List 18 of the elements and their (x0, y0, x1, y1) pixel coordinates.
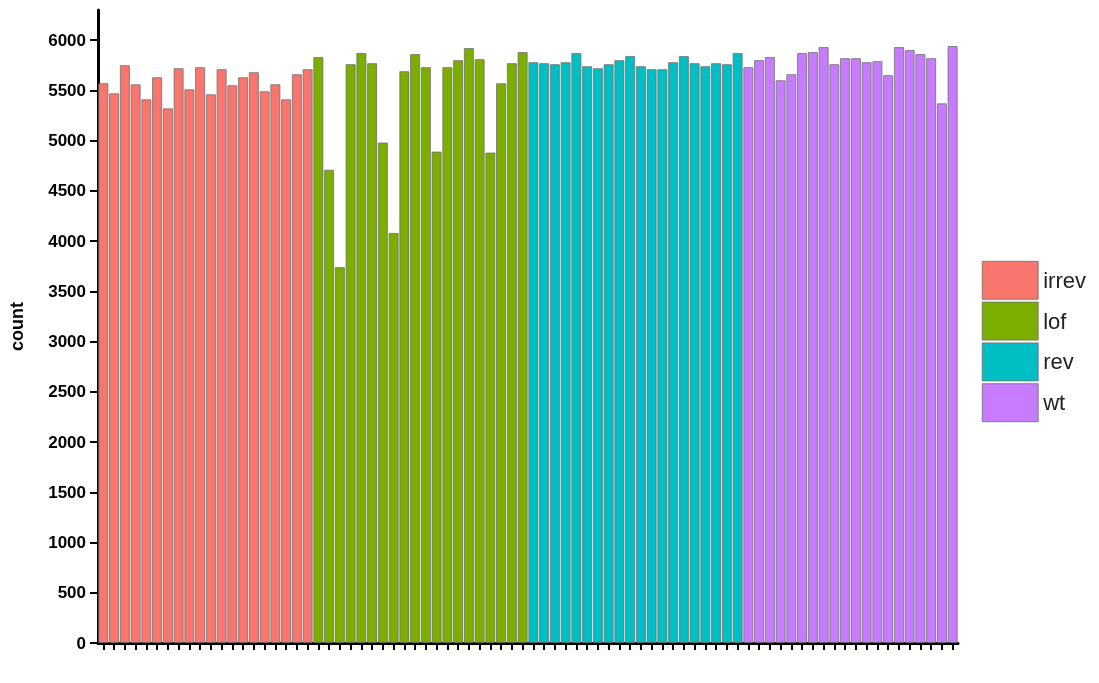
y-tick-label: 1000 (48, 533, 86, 553)
y-axis-title: count (7, 302, 27, 351)
legend-label: wt (1042, 390, 1066, 416)
legend-label: lof (1043, 308, 1068, 334)
y-tick-label: 3500 (48, 281, 86, 301)
y-tick-label: 4000 (48, 231, 86, 251)
y-tick-label: 4500 (48, 181, 86, 201)
y-tick-label: 6000 (48, 30, 86, 50)
y-tick-label: 0 (76, 633, 86, 653)
y-tick-label: 500 (57, 583, 86, 603)
y-tick-label: 5000 (48, 131, 86, 151)
y-tick-label: 5500 (48, 80, 86, 100)
y-tick-label: 3000 (48, 332, 86, 352)
y-tick-label: 2500 (48, 382, 86, 402)
y-tick-label: 1500 (48, 482, 86, 502)
legend-label: irrev (1043, 267, 1087, 293)
y-tick-label: 2000 (48, 432, 86, 452)
legend-label: rev (1043, 349, 1074, 375)
